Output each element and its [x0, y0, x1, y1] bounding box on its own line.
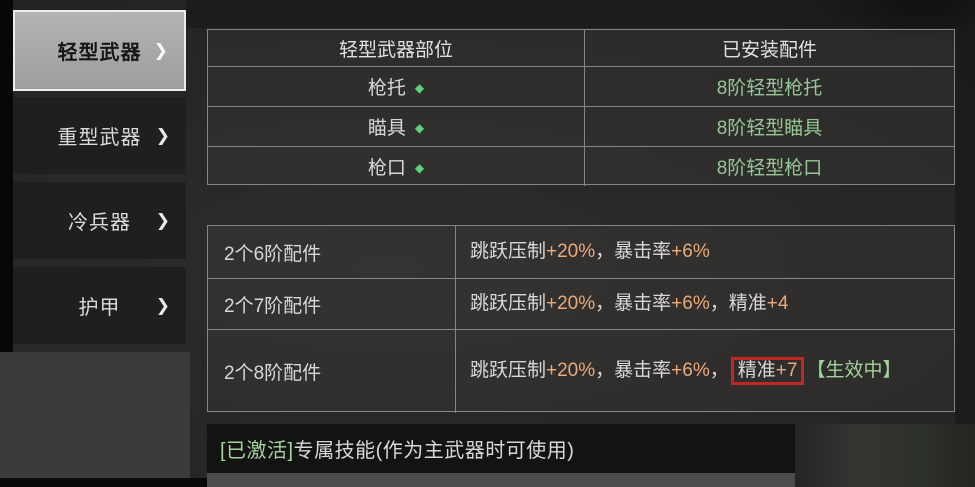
right-edge-shade: [955, 28, 975, 487]
left-edge-strip: [0, 0, 13, 352]
effect-segment: +6%: [671, 240, 710, 262]
bottom-middle-strip: [207, 473, 795, 487]
sidebar-item-armor[interactable]: 护甲 ❯: [13, 267, 186, 344]
installed-attachment-cell[interactable]: 8阶轻型瞄具: [585, 106, 954, 146]
installed-attachment-cell[interactable]: 8阶轻型枪托: [585, 66, 954, 106]
sidebar-item-light-weapons[interactable]: 轻型武器 ❯: [13, 10, 186, 91]
effect-segment: ，: [709, 292, 729, 314]
bonus-effects-cell: 跳跃压制+20%，暴击率+6%: [456, 226, 954, 278]
effect-segment: 暴击率: [614, 292, 672, 314]
sidebar-item-label: 重型武器: [57, 127, 142, 149]
effect-segment: 暴击率: [614, 240, 672, 262]
effect-segment: ，: [595, 360, 615, 382]
activated-badge: [已激活]: [220, 440, 294, 462]
chevron-right-icon: ❯: [155, 125, 171, 145]
part-slot-row[interactable]: 瞄具 ◆: [208, 106, 585, 146]
bonus-effects-cell: 跳跃压制+20%，暴击率+6%，精准+4: [456, 278, 954, 329]
sidebar-item-melee-weapons[interactable]: 冷兵器 ❯: [13, 182, 186, 259]
attachment-name: 8阶轻型瞄具: [716, 118, 823, 139]
sidebar-item-label: 冷兵器: [68, 212, 131, 234]
skill-bar: [已激活] 专属技能(作为主武器时可使用): [207, 424, 795, 473]
effect-segment: +20%: [546, 292, 596, 314]
chevron-right-icon: ❯: [153, 40, 169, 60]
effect-segment: 【生效中】: [806, 360, 902, 382]
part-name: 枪托: [367, 78, 406, 99]
effect-segment: ，: [595, 240, 615, 262]
bonus-effects-text: 跳跃压制+20%，暴击率+6%: [470, 238, 710, 267]
part-slot-row[interactable]: 枪托 ◆: [208, 66, 585, 106]
effect-segment: +20%: [546, 240, 596, 262]
top-right-shadow: [760, 0, 975, 34]
parts-table: 轻型武器部位 已安装配件枪托 ◆ 8阶轻型枪托瞄具 ◆ 8阶轻型瞄具枪口 ◆ 8阶轻型枪口: [207, 29, 955, 186]
bonus-tier-label: 2个7阶配件: [208, 278, 456, 329]
sidebar-item-label: 轻型武器: [57, 42, 142, 64]
bonus-effects-text: 跳跃压制+20%，暴击率+6%， 精准+7 【生效中】: [470, 357, 901, 386]
effect-segment: 精准: [728, 292, 767, 314]
effect-segment: 跳跃压制: [470, 240, 547, 262]
effect-segment: ，: [595, 292, 615, 314]
top-shade: [186, 0, 975, 28]
sidebar-item-label: 护甲: [78, 297, 121, 319]
bonus-effects-cell: 跳跃压制+20%，暴击率+6%， 精准+7 【生效中】: [456, 329, 954, 413]
part-slot-row[interactable]: 枪口 ◆: [208, 146, 585, 186]
bottom-left-strip: [0, 478, 207, 487]
effect-segment: ，: [709, 360, 729, 382]
attachment-name: 8阶轻型枪口: [716, 158, 823, 179]
part-name: 枪口: [367, 158, 406, 179]
sidebar-panel-background: [0, 352, 190, 478]
bonus-table: 2个6阶配件 跳跃压制+20%，暴击率+6% 2个7阶配件 跳跃压制+20%，暴击率+…: [207, 225, 955, 413]
installed-attachment-cell[interactable]: 8阶轻型枪口: [585, 146, 954, 186]
bonus-tier-label: 2个6阶配件: [208, 226, 456, 278]
bonus-tier-label: 2个8阶配件: [208, 329, 456, 413]
effect-segment: 跳跃压制: [470, 360, 547, 382]
parts-header-part: 轻型武器部位: [208, 30, 585, 66]
equipped-diamond-icon: ◆: [414, 160, 425, 175]
parts-header-attachment: 已安装配件: [721, 39, 817, 61]
effect-segment: +20%: [546, 360, 596, 382]
effect-segment: 跳跃压制: [470, 292, 547, 314]
equipped-diamond-icon: ◆: [414, 120, 425, 135]
effect-segment: +6%: [671, 360, 710, 382]
highlight-box: 精准+7: [730, 357, 805, 386]
sidebar-item-heavy-weapons[interactable]: 重型武器 ❯: [13, 97, 186, 174]
effect-segment: 精准: [737, 360, 776, 382]
attachment-name: 8阶轻型枪托: [716, 78, 823, 99]
effect-segment: +7: [775, 360, 798, 382]
effect-segment: +6%: [671, 292, 710, 314]
effect-segment: +4: [766, 292, 789, 314]
bonus-effects-text: 跳跃压制+20%，暴击率+6%，精准+4: [470, 290, 788, 319]
part-name: 瞄具: [367, 118, 406, 139]
equipped-diamond-icon: ◆: [414, 80, 425, 95]
skill-label: 专属技能(作为主武器时可使用): [293, 440, 575, 462]
chevron-right-icon: ❯: [155, 210, 171, 230]
effect-segment: 暴击率: [614, 360, 672, 382]
bottom-right-background: [795, 424, 975, 487]
chevron-right-icon: ❯: [155, 295, 171, 315]
